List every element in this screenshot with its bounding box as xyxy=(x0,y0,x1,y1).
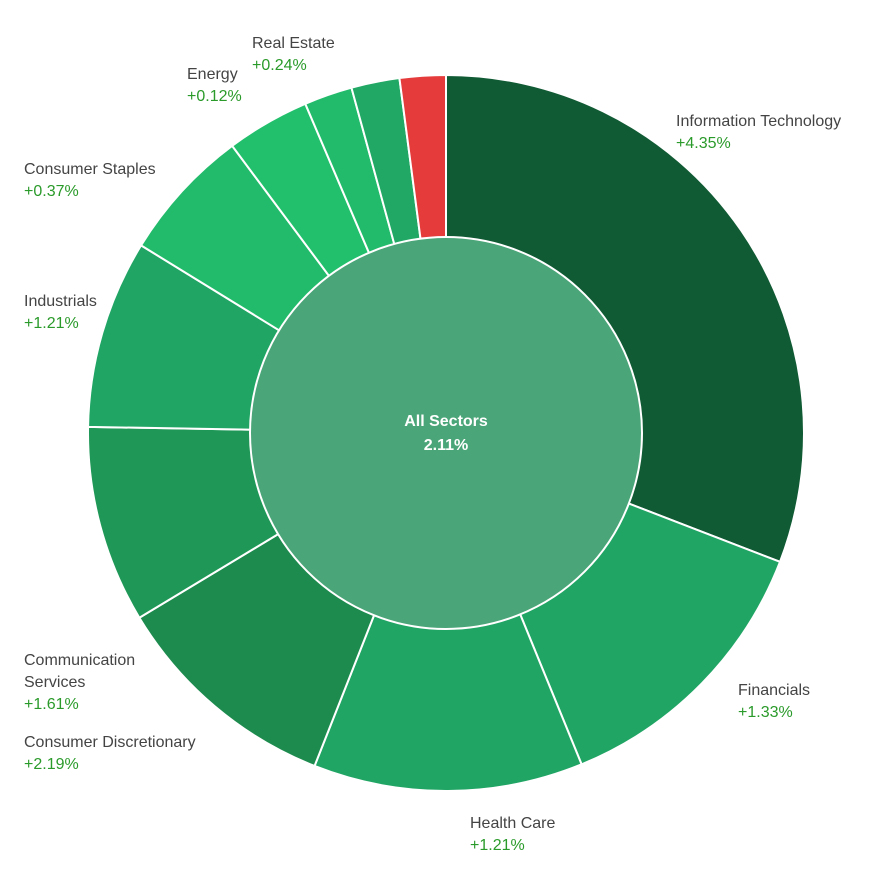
label-change: +0.24% xyxy=(252,57,307,74)
label-name: Information Technology xyxy=(676,113,841,130)
label-change: +1.61% xyxy=(24,696,79,713)
label-name: Real Estate xyxy=(252,35,335,52)
label-name: Financials xyxy=(738,682,810,699)
label-change: +4.35% xyxy=(676,135,731,152)
label-health-care: Health Care +1.21% xyxy=(470,815,555,854)
label-communication-services: Communication Services +1.61% xyxy=(24,652,135,713)
label-information-technology: Information Technology +4.35% xyxy=(676,113,841,152)
sector-labels: Information Technology +4.35% Financials +1… xyxy=(24,35,841,854)
all-sectors-disc[interactable] xyxy=(249,236,643,630)
label-industrials: Industrials +1.21% xyxy=(24,293,97,332)
center-label: All Sectors xyxy=(404,413,488,430)
label-change: +2.19% xyxy=(24,756,79,773)
label-consumer-discretionary: Consumer Discretionary +2.19% xyxy=(24,734,196,773)
label-change: +0.12% xyxy=(187,88,242,105)
label-change: +1.21% xyxy=(470,837,525,854)
label-name: Services xyxy=(24,674,85,691)
label-name: Consumer Staples xyxy=(24,161,156,178)
label-financials: Financials +1.33% xyxy=(738,682,810,721)
label-name: Energy xyxy=(187,66,238,83)
label-change: +1.33% xyxy=(738,704,793,721)
label-name: Consumer Discretionary xyxy=(24,734,196,751)
label-change: +0.37% xyxy=(24,183,79,200)
label-name: Industrials xyxy=(24,293,97,310)
label-energy: Energy +0.12% xyxy=(187,66,242,105)
label-change: +1.21% xyxy=(24,315,79,332)
label-real-estate: Real Estate +0.24% xyxy=(252,35,335,74)
center-value: 2.11% xyxy=(424,437,468,454)
label-name: Communication xyxy=(24,652,135,669)
label-name: Health Care xyxy=(470,815,555,832)
label-consumer-staples: Consumer Staples +0.37% xyxy=(24,161,156,200)
